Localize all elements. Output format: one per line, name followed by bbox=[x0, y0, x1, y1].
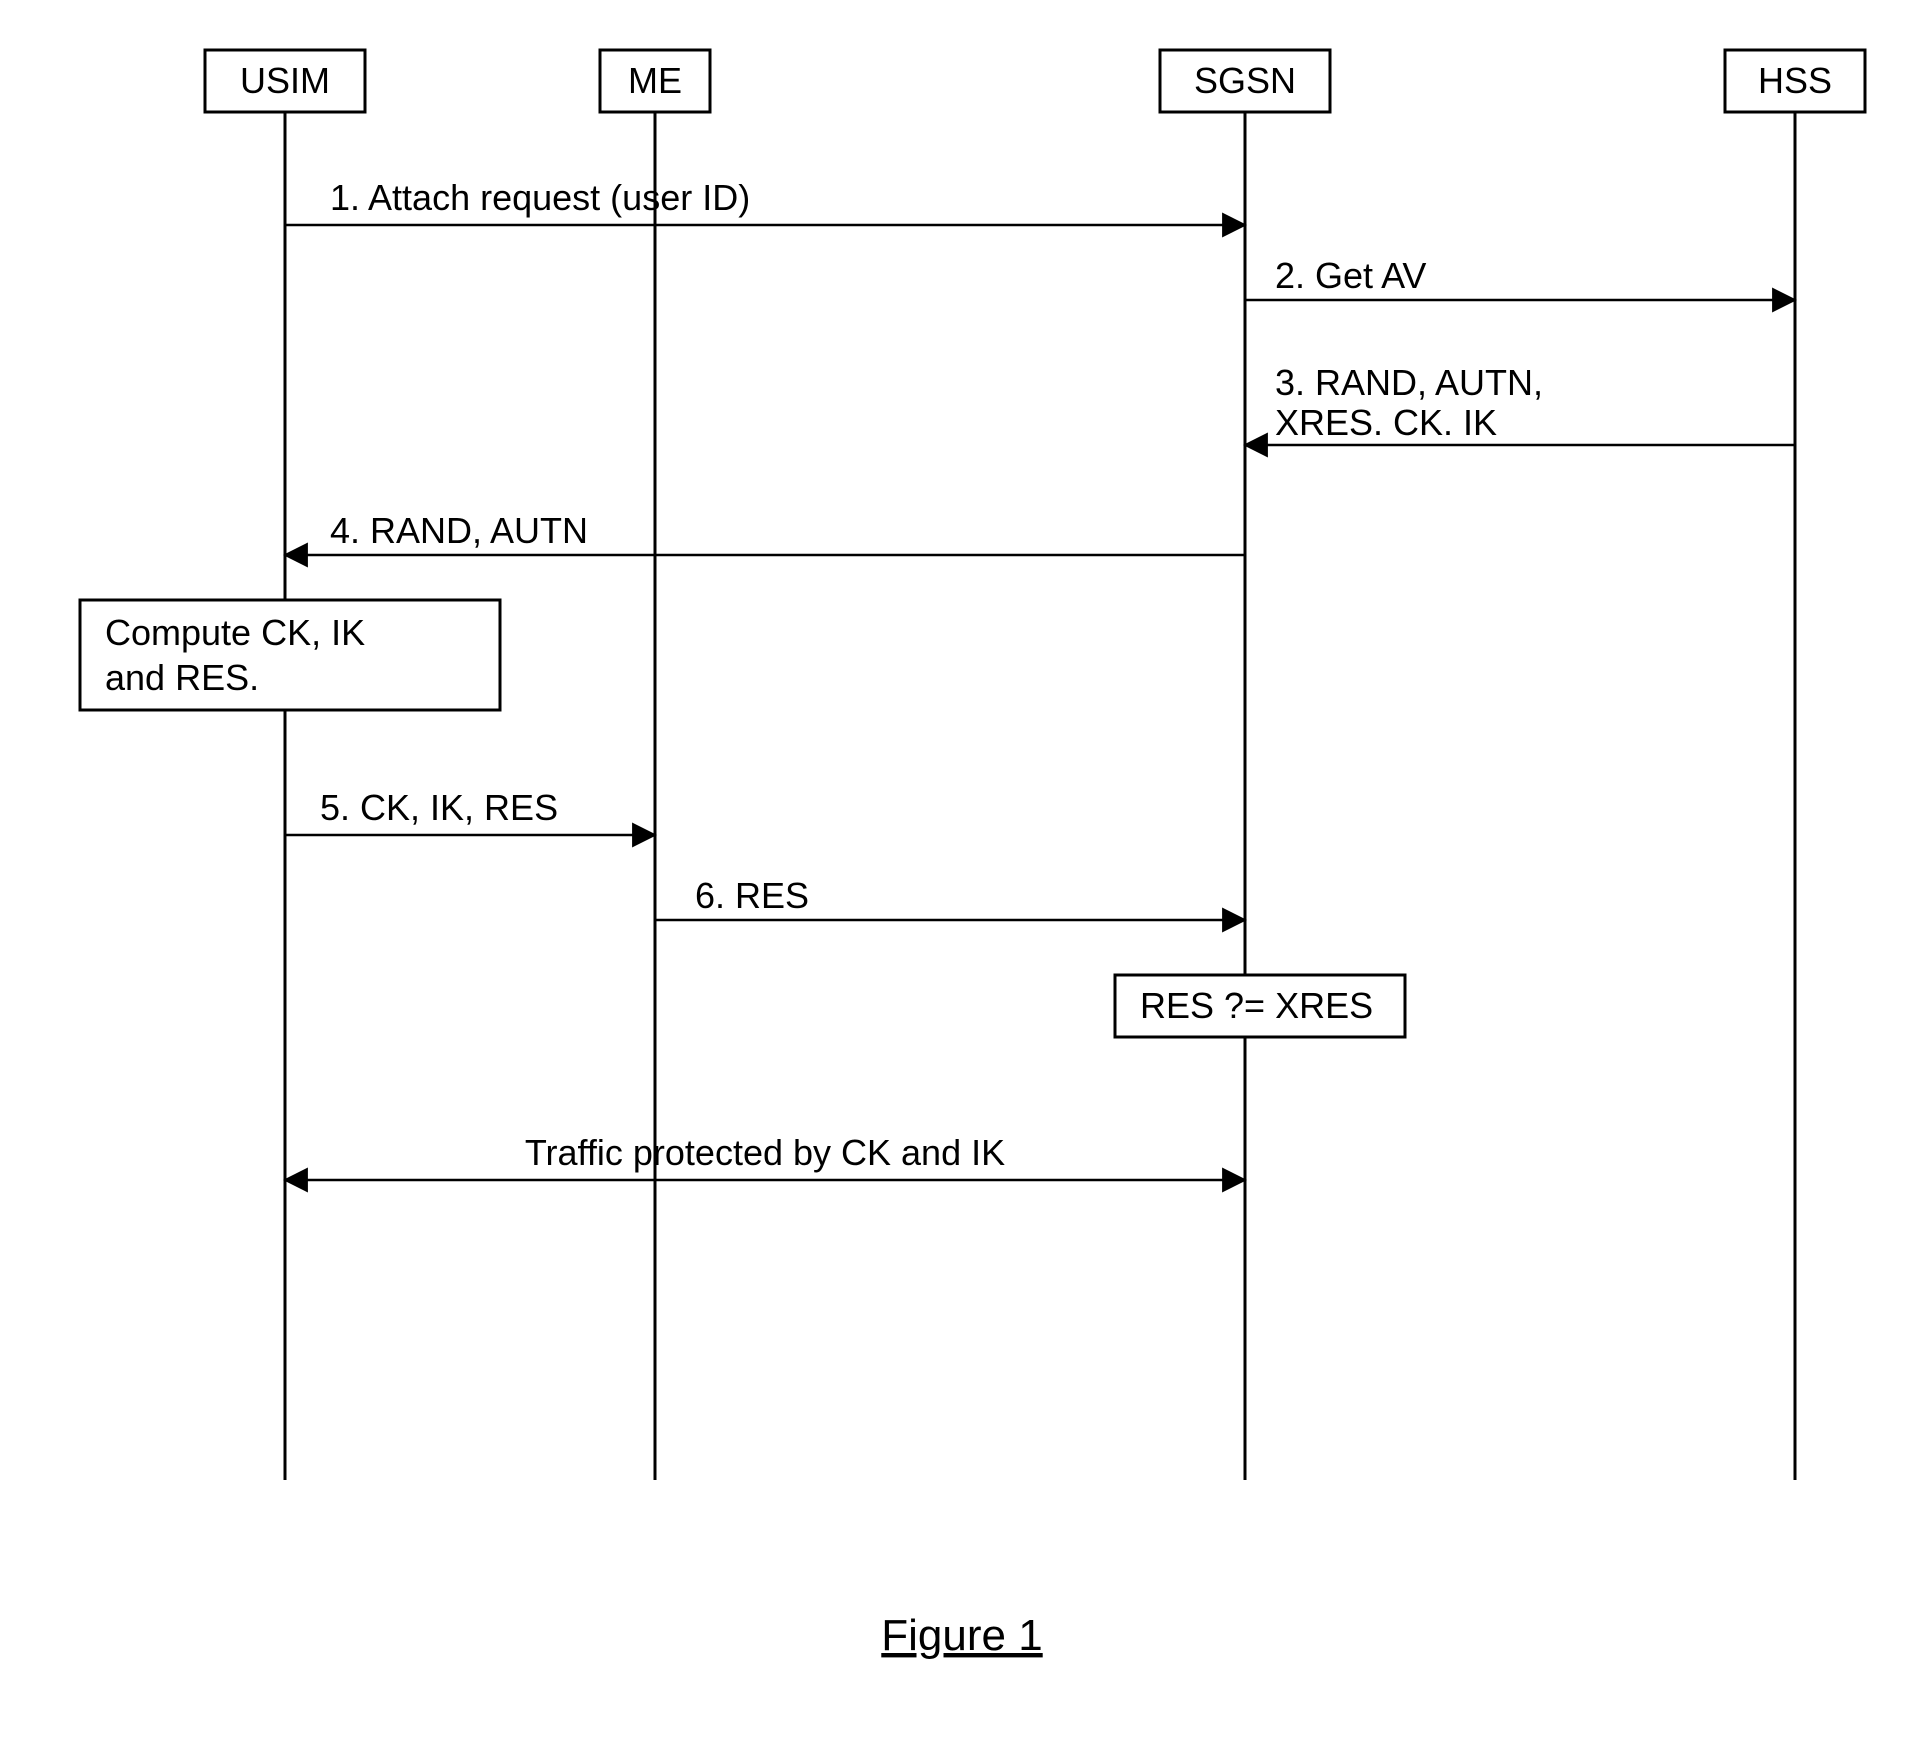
message-5-label: 5. CK, IK, RES bbox=[320, 787, 558, 828]
note-compute-ck-ik-res: Compute CK, IK and RES. bbox=[80, 600, 500, 710]
message-6-label: 6. RES bbox=[695, 875, 809, 916]
lifeline-hss-label: HSS bbox=[1758, 60, 1832, 101]
message-traffic-protected: Traffic protected by CK and IK bbox=[285, 1132, 1245, 1180]
note-1-line2: and RES. bbox=[105, 657, 259, 698]
lifeline-sgsn-label: SGSN bbox=[1194, 60, 1296, 101]
lifeline-usim: USIM bbox=[205, 50, 365, 1480]
figure-caption: Figure 1 bbox=[881, 1611, 1042, 1660]
message-rand-autn: 4. RAND, AUTN bbox=[285, 510, 1245, 555]
lifeline-usim-label: USIM bbox=[240, 60, 330, 101]
message-attach-request: 1. Attach request (user ID) bbox=[285, 177, 1245, 225]
lifeline-me: ME bbox=[600, 50, 710, 1480]
note-res-eq-xres: RES ?= XRES bbox=[1115, 975, 1405, 1037]
message-get-av: 2. Get AV bbox=[1245, 255, 1795, 300]
note-1-line1: Compute CK, IK bbox=[105, 612, 365, 653]
lifeline-me-label: ME bbox=[628, 60, 682, 101]
sequence-diagram: USIM ME SGSN HSS 1. Attach request (user… bbox=[0, 0, 1925, 1762]
message-2-label: 2. Get AV bbox=[1275, 255, 1426, 296]
message-1-label: 1. Attach request (user ID) bbox=[330, 177, 750, 218]
message-ck-ik-res: 5. CK, IK, RES bbox=[285, 787, 655, 835]
lifeline-hss: HSS bbox=[1725, 50, 1865, 1480]
note-2-line1: RES ?= XRES bbox=[1140, 985, 1373, 1026]
message-7-label: Traffic protected by CK and IK bbox=[525, 1132, 1005, 1173]
message-rand-autn-xres: 3. RAND, AUTN, XRES. CK. IK bbox=[1245, 362, 1795, 445]
message-3-label-line2: XRES. CK. IK bbox=[1275, 402, 1497, 443]
message-res: 6. RES bbox=[655, 875, 1245, 920]
message-3-label-line1: 3. RAND, AUTN, bbox=[1275, 362, 1543, 403]
message-4-label: 4. RAND, AUTN bbox=[330, 510, 588, 551]
